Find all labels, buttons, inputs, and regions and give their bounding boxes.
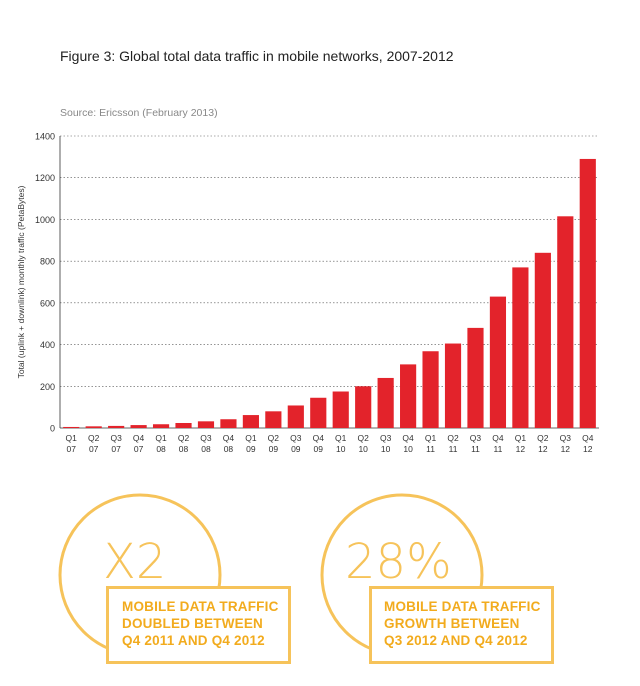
x-tick-label-year: 07 [89,444,99,454]
bar [512,267,529,428]
x-tick-label-year: 12 [583,444,593,454]
x-tick-label-year: 07 [111,444,121,454]
x-tick-label-quarter: Q2 [537,433,549,443]
callout-1-line-2: DOUBLED BETWEEN [122,616,263,631]
bar [242,415,259,428]
bar [265,411,282,428]
x-tick-label-quarter: Q2 [358,433,370,443]
x-tick-label-quarter: Q3 [470,433,482,443]
bar [175,422,192,428]
bar [579,158,596,428]
bar [489,296,507,428]
x-tick-label-year: 09 [269,444,279,454]
bar [108,425,125,428]
callout-text-1: MOBILE DATA TRAFFIC DOUBLED BETWEEN Q4 2… [122,598,279,649]
x-tick-label-quarter: Q1 [66,433,78,443]
bar [332,391,349,428]
x-tick-label-year: 08 [179,444,189,454]
y-tick-label: 1400 [35,132,55,142]
y-axis-label: Total (uplink + downlink) monthly traffi… [16,185,26,378]
x-tick-label-quarter: Q1 [245,433,257,443]
callout-2-line-1: MOBILE DATA TRAFFIC [384,599,541,614]
x-tick-label-year: 07 [66,444,76,454]
callout-box-1 [106,586,291,664]
x-tick-label-year: 08 [224,444,234,454]
x-tick-label-quarter: Q3 [560,433,572,443]
y-tick-label: 800 [40,257,55,267]
y-tick-label: 1000 [35,215,55,225]
y-tick-label: 600 [40,298,55,308]
callout-1-line-3: Q4 2011 AND Q4 2012 [122,633,265,648]
x-tick-label-quarter: Q4 [223,433,235,443]
bar [400,364,417,428]
bar [85,426,102,428]
x-tick-label-quarter: Q4 [492,433,504,443]
x-tick-label-quarter: Q2 [447,433,459,443]
x-tick-label-year: 12 [538,444,548,454]
y-tick-label: 400 [40,340,55,350]
figure-source: Source: Ericsson (February 2013) [60,107,218,119]
x-tick-label-year: 12 [516,444,526,454]
bar [310,397,327,428]
bar [467,327,484,428]
x-tick-label-quarter: Q3 [290,433,302,443]
x-tick-label-year: 08 [156,444,166,454]
y-tick-label: 200 [40,382,55,392]
bar [63,426,80,428]
x-tick-label-year: 11 [426,444,435,454]
x-tick-label-quarter: Q4 [402,433,414,443]
x-tick-label-quarter: Q1 [515,433,527,443]
callout-2-line-3: Q3 2012 AND Q4 2012 [384,633,528,648]
x-tick-label-year: 09 [246,444,256,454]
x-tick-label-quarter: Q2 [88,433,100,443]
callout-value-1: X2 [103,534,166,590]
callout-value-2: 28% [345,534,452,590]
x-tick-label-quarter: Q1 [155,433,167,443]
callout-1-line-1: MOBILE DATA TRAFFIC [122,599,279,614]
x-tick-label-quarter: Q3 [380,433,392,443]
x-tick-label-year: 11 [471,444,480,454]
x-tick-label-year: 11 [494,444,503,454]
callout-text-2: MOBILE DATA TRAFFIC GROWTH BETWEEN Q3 20… [384,598,541,649]
x-tick-label-year: 09 [314,444,324,454]
bar [152,424,170,428]
bar [220,419,237,428]
bar [557,216,574,428]
x-tick-label-quarter: Q4 [582,433,594,443]
x-tick-label-quarter: Q2 [178,433,190,443]
x-tick-label-year: 07 [134,444,144,454]
bar [355,386,372,428]
x-tick-label-quarter: Q3 [110,433,122,443]
x-tick-label-year: 12 [561,444,571,454]
y-tick-label: 0 [50,424,55,434]
bar [377,377,394,428]
bar [444,343,462,428]
bar-chart: 0 200 400 600 800 1000 1200 1400 Total (uplink +… [16,132,599,454]
bar [197,421,215,428]
figure-title: Figure 3: Global total data traffic in m… [60,48,454,64]
x-tick-label-quarter: Q4 [313,433,325,443]
x-tick-label-year: 11 [449,444,458,454]
x-tick-label-year: 10 [358,444,368,454]
x-tick-label-year: 10 [381,444,391,454]
bar [130,425,147,428]
x-tick-label-quarter: Q2 [268,433,280,443]
callout-2-line-2: GROWTH BETWEEN [384,616,520,631]
bar [422,351,439,428]
bar [287,405,304,428]
x-tick-label-quarter: Q3 [200,433,212,443]
x-tick-label-quarter: Q1 [335,433,347,443]
x-tick-label-year: 08 [201,444,211,454]
bar [534,252,551,428]
y-tick-label: 1200 [35,173,55,183]
callout-box-2 [369,586,554,664]
x-tick-label-year: 09 [291,444,301,454]
x-tick-label-quarter: Q4 [133,433,145,443]
x-tick-label-quarter: Q1 [425,433,437,443]
x-tick-label-year: 10 [403,444,413,454]
x-tick-label-year: 10 [336,444,346,454]
